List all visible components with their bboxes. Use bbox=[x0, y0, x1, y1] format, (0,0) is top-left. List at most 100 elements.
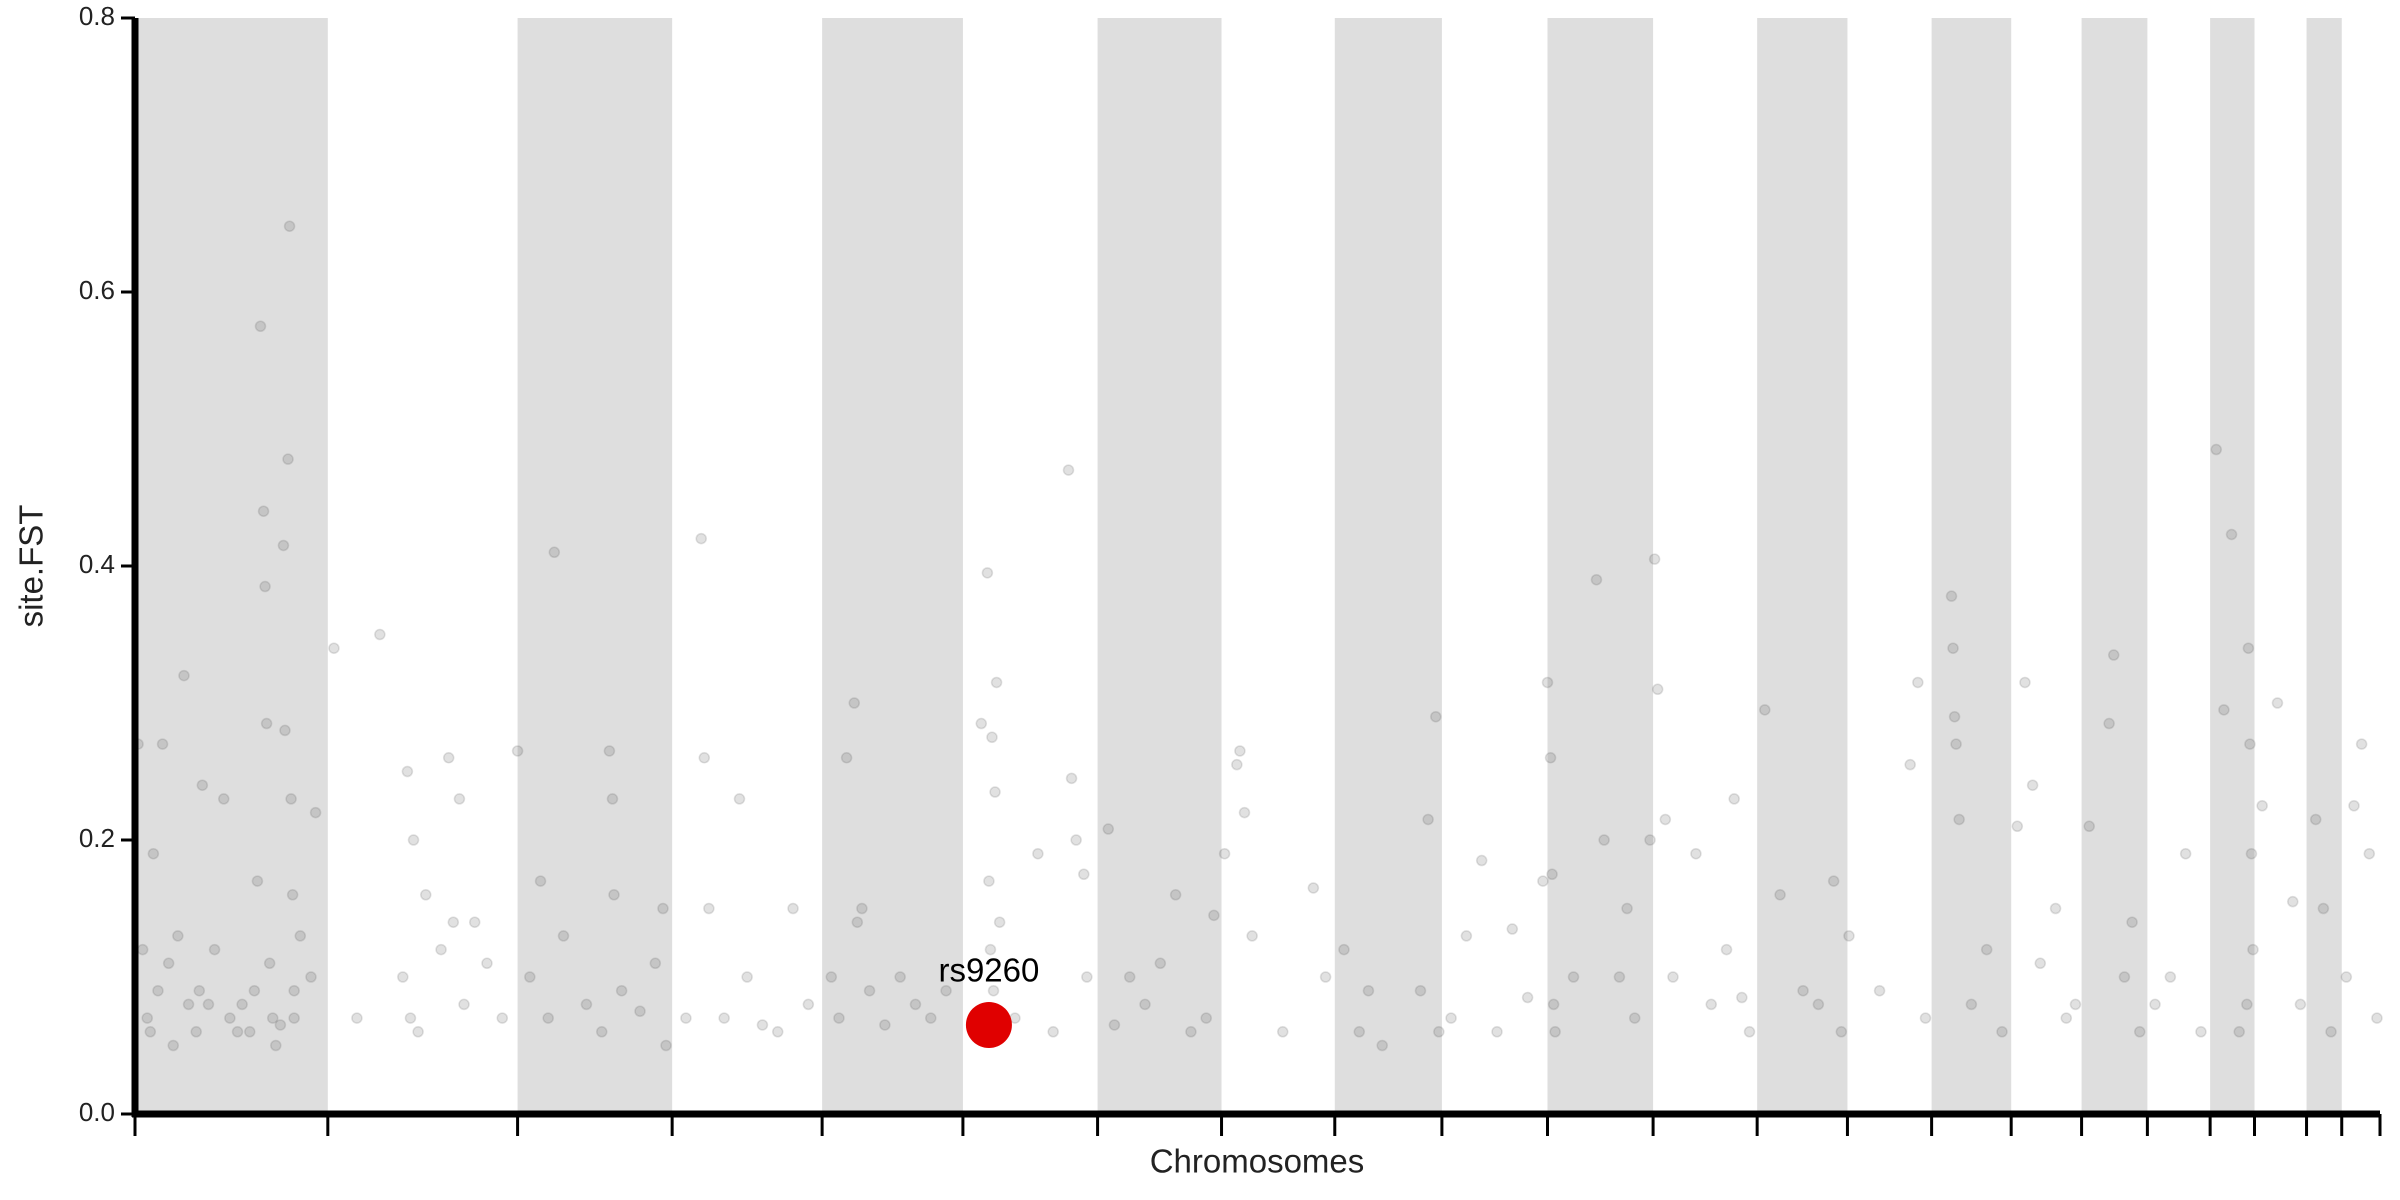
point bbox=[266, 1012, 279, 1024]
point bbox=[1376, 1039, 1388, 1052]
point bbox=[202, 998, 215, 1011]
point bbox=[1078, 868, 1090, 880]
point bbox=[1953, 813, 1965, 826]
point bbox=[733, 793, 746, 805]
point bbox=[557, 930, 570, 942]
point bbox=[825, 971, 838, 983]
point bbox=[1047, 1026, 1059, 1038]
point bbox=[1759, 704, 1771, 716]
point bbox=[2126, 916, 2138, 928]
point bbox=[993, 916, 1006, 928]
chromosome-band bbox=[2210, 18, 2255, 1114]
point bbox=[224, 1012, 236, 1024]
point bbox=[879, 1019, 891, 1031]
point bbox=[260, 717, 273, 730]
point bbox=[1032, 847, 1044, 860]
chromosome-band bbox=[1097, 18, 1222, 1114]
point bbox=[231, 1026, 244, 1038]
chromosome-bands bbox=[135, 18, 2342, 1114]
point bbox=[1422, 813, 1434, 826]
point bbox=[1667, 971, 1679, 983]
point bbox=[2133, 1026, 2146, 1038]
point bbox=[2026, 779, 2039, 791]
y-tick-label: 0.4 bbox=[79, 549, 115, 579]
point bbox=[940, 984, 952, 997]
point bbox=[1743, 1026, 1756, 1038]
point bbox=[1705, 998, 1717, 1011]
point bbox=[236, 998, 248, 1011]
point bbox=[162, 957, 175, 970]
y-axis-label: site.FST bbox=[13, 505, 50, 628]
point bbox=[649, 957, 662, 970]
point bbox=[458, 998, 470, 1011]
point bbox=[2242, 642, 2255, 654]
point bbox=[251, 875, 264, 887]
point bbox=[1491, 1026, 1503, 1038]
point bbox=[374, 628, 386, 641]
point bbox=[156, 738, 169, 750]
y-tick-label: 0.6 bbox=[79, 275, 115, 305]
point bbox=[2247, 943, 2259, 956]
point bbox=[2340, 971, 2353, 983]
point bbox=[1950, 738, 1962, 750]
point bbox=[190, 1026, 202, 1038]
point bbox=[2083, 820, 2095, 833]
point bbox=[2011, 820, 2024, 833]
point bbox=[288, 1012, 300, 1024]
point bbox=[1506, 923, 1519, 935]
point bbox=[447, 916, 460, 928]
y-tick-label: 0.0 bbox=[79, 1097, 115, 1127]
point bbox=[244, 1026, 256, 1038]
point bbox=[2371, 1012, 2383, 1024]
point bbox=[1598, 834, 1610, 846]
point bbox=[1621, 902, 1633, 915]
point bbox=[2164, 971, 2177, 983]
point bbox=[1319, 971, 1332, 983]
point bbox=[2244, 738, 2256, 750]
point bbox=[167, 1039, 180, 1052]
point bbox=[178, 669, 190, 682]
point bbox=[1445, 1012, 1457, 1024]
point bbox=[608, 889, 620, 901]
point bbox=[2034, 957, 2047, 970]
point bbox=[1070, 834, 1082, 846]
point bbox=[1200, 1012, 1212, 1024]
point bbox=[481, 957, 493, 970]
point bbox=[718, 1012, 730, 1024]
x-axis-label: Chromosomes bbox=[1150, 1143, 1365, 1180]
point bbox=[1720, 943, 1733, 956]
point bbox=[257, 505, 270, 517]
point bbox=[909, 998, 922, 1011]
point bbox=[1430, 710, 1442, 723]
point bbox=[840, 752, 853, 764]
chromosome-band bbox=[1931, 18, 2012, 1114]
point bbox=[218, 793, 230, 805]
point bbox=[615, 984, 628, 997]
point bbox=[1980, 943, 1993, 956]
point bbox=[1965, 998, 1978, 1011]
point bbox=[534, 875, 547, 887]
y-tick-label: 0.2 bbox=[79, 823, 115, 853]
point bbox=[208, 943, 221, 956]
point bbox=[603, 745, 616, 757]
point bbox=[407, 834, 420, 846]
chromosome-band bbox=[1334, 18, 1442, 1114]
point bbox=[848, 697, 861, 709]
point bbox=[274, 1019, 287, 1031]
point bbox=[2363, 847, 2376, 860]
point bbox=[259, 580, 271, 593]
point bbox=[2287, 895, 2299, 908]
point bbox=[2118, 971, 2131, 983]
point bbox=[1307, 882, 1320, 894]
point bbox=[1728, 793, 1740, 805]
point bbox=[771, 1026, 784, 1038]
point bbox=[277, 539, 290, 552]
point bbox=[2210, 443, 2223, 456]
point bbox=[286, 889, 299, 901]
highlight-point bbox=[965, 1001, 1012, 1048]
point bbox=[1547, 998, 1560, 1011]
point bbox=[787, 902, 799, 915]
point bbox=[695, 532, 707, 545]
point bbox=[309, 806, 322, 819]
